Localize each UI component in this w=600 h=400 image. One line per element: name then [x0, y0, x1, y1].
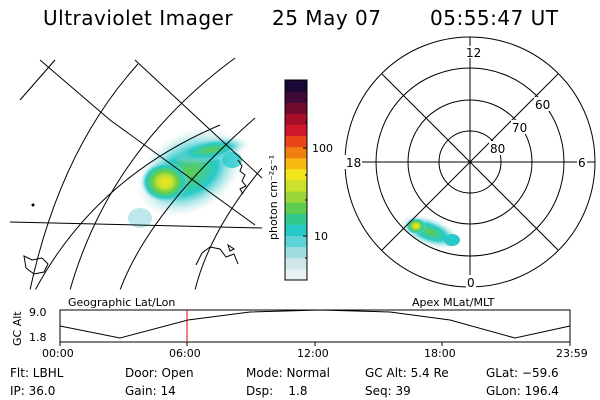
- gc-alt-readout: GC Alt: 5.4 Re: [365, 366, 449, 380]
- gain-readout: Gain: 14: [125, 384, 176, 398]
- timeline-xtick-0000: 00:00: [42, 347, 74, 360]
- gc-altitude-curve: [59, 309, 571, 339]
- geographic-panel-label: Geographic Lat/Lon: [68, 296, 175, 309]
- mlt-label-18: 18: [346, 156, 361, 170]
- colorbar-segment: [285, 146, 307, 159]
- colorbar-segment: [285, 180, 307, 192]
- colorbar-segment: [285, 246, 307, 259]
- mode-readout: Mode: Normal: [246, 366, 330, 380]
- colorbar-segment: [285, 224, 307, 237]
- ip-readout: IP: 36.0: [10, 384, 56, 398]
- flt-readout: Flt: LBHL: [10, 366, 64, 380]
- colorbar-segment: [285, 213, 307, 225]
- colorbar-segment: [285, 257, 307, 270]
- glon-readout: GLon: 196.4: [486, 384, 559, 398]
- mlat-label-70: 70: [512, 121, 527, 135]
- colorbar-label: photon cm⁻²s⁻¹: [267, 155, 280, 240]
- mlt-label-0: 0: [467, 276, 475, 290]
- time-label: 05:55:47 UT: [430, 6, 559, 30]
- timeline-xtick-2359: 23:59: [556, 347, 588, 360]
- date-label: 25 May 07: [272, 6, 382, 30]
- polar-panel-label: Apex MLat/MLT: [412, 296, 495, 309]
- mlat-label-60: 60: [535, 98, 550, 112]
- glat-readout: GLat: −59.6: [486, 366, 559, 380]
- orbit-timeline: GC Alt 9.0 1.8 00:00 06:00 12:00 18:00 2…: [11, 306, 588, 360]
- colorbar: 100 10 photon cm⁻²s⁻¹: [267, 79, 333, 281]
- mlat-label-80: 80: [490, 142, 505, 156]
- colorbar-segment: [285, 268, 307, 281]
- polar-aurora-core: [406, 218, 426, 234]
- door-readout: Door: Open: [125, 366, 194, 380]
- colorbar-segment: [285, 91, 307, 103]
- colorbar-tick-10: 10: [314, 230, 328, 243]
- colorbar-segment: [285, 113, 307, 125]
- colorbar-segment: [285, 80, 307, 92]
- colorbar-tick-100: 100: [312, 142, 333, 155]
- seq-readout: Seq: 39: [365, 384, 411, 398]
- colorbar-segment: [285, 202, 307, 214]
- mlt-label-6: 6: [578, 156, 586, 170]
- timeline-xtick-1200: 12:00: [297, 347, 329, 360]
- polar-aurora-glow: [399, 214, 461, 250]
- geographic-map: [10, 57, 262, 290]
- timeline-ylabel: GC Alt: [11, 311, 24, 346]
- aurora-core: [141, 162, 189, 202]
- colorbar-segment: [285, 168, 307, 181]
- timeline-ytick-high: 9.0: [29, 306, 47, 319]
- colorbar-segment: [285, 102, 307, 114]
- colorbar-segment: [285, 157, 307, 170]
- dsp-readout: Dsp: 1.8: [246, 384, 308, 398]
- timeline-ytick-low: 1.8: [29, 331, 47, 344]
- colorbar-segment: [285, 124, 307, 137]
- colorbar-segment: [285, 191, 307, 203]
- polar-plot: 12 18 6 0 60 70 80: [344, 36, 596, 290]
- colorbar-segment: [285, 135, 307, 148]
- app-title: Ultraviolet Imager: [43, 6, 234, 30]
- timeline-xtick-1800: 18:00: [424, 347, 456, 360]
- colorbar-segment: [285, 235, 307, 248]
- timeline-xtick-0600: 06:00: [169, 347, 201, 360]
- mlt-label-12: 12: [466, 46, 481, 60]
